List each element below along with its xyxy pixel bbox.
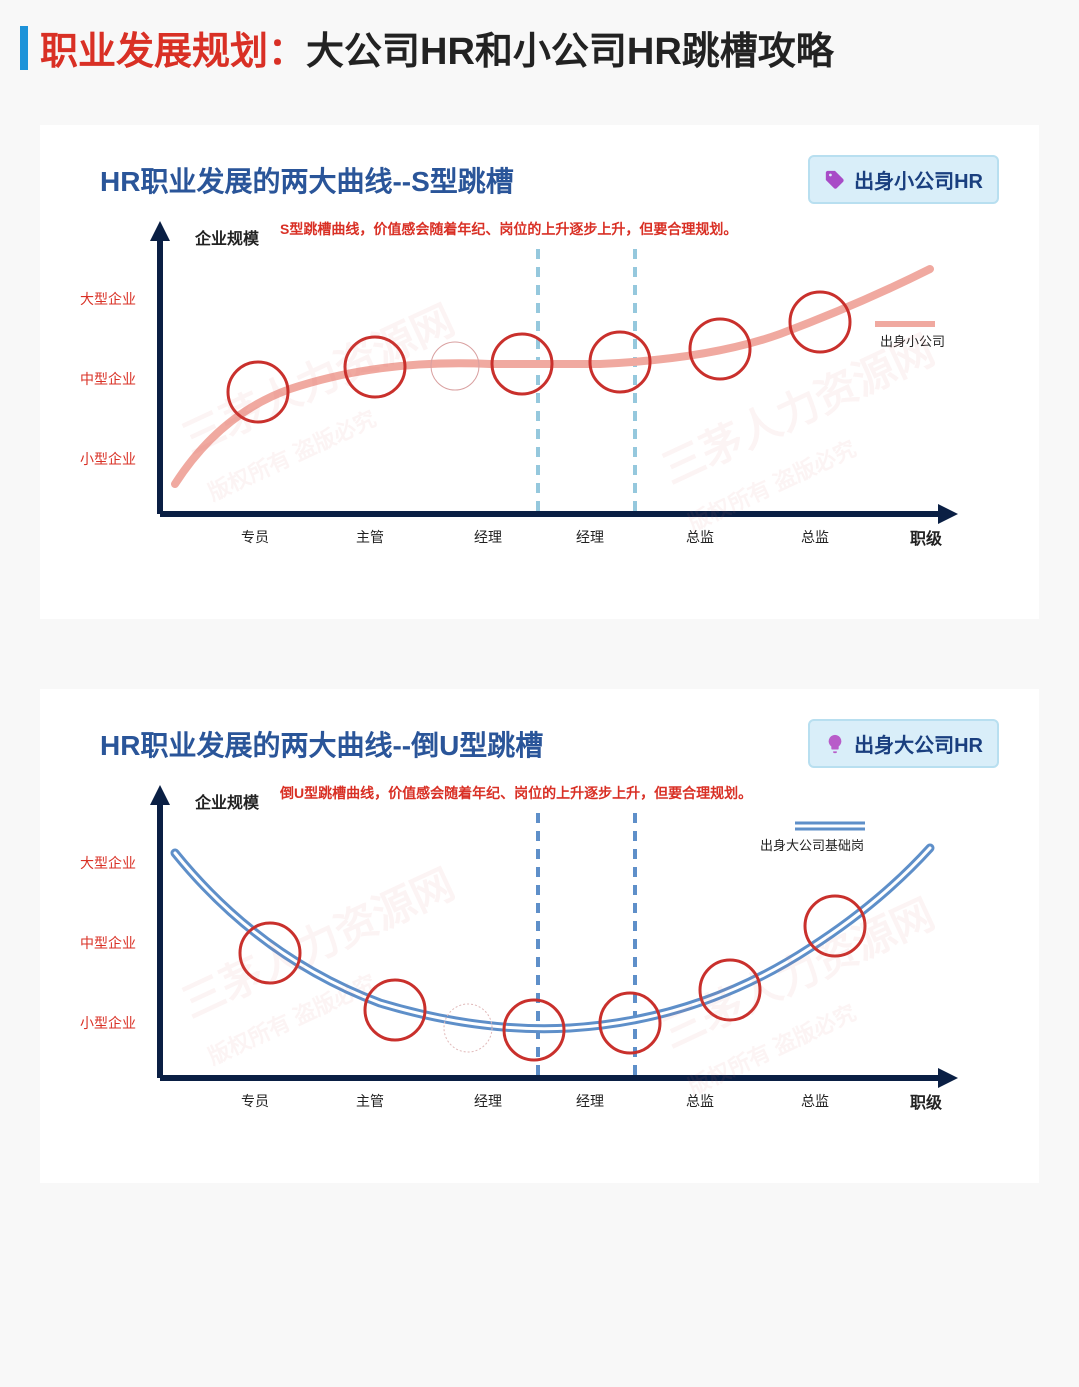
- title-suffix: 大公司HR和小公司HR跳槽攻略: [306, 20, 834, 75]
- chart1-title: HR职业发展的两大曲线--S型跳槽: [100, 160, 514, 200]
- title-accent-bar: [20, 26, 28, 70]
- svg-text:企业规模: 企业规模: [194, 229, 260, 248]
- svg-text:专员: 专员: [241, 1093, 269, 1109]
- chart2-badge-label: 出身大公司HR: [854, 729, 983, 758]
- svg-text:主管: 主管: [356, 1093, 384, 1109]
- svg-text:主管: 主管: [356, 529, 384, 545]
- chart1-body: 三茅人力资源网 版权所有 盗版必究 三茅人力资源网 版权所有 盗版必究 企业规模…: [60, 214, 1019, 579]
- chart2-title: HR职业发展的两大曲线--倒U型跳槽: [100, 724, 543, 764]
- svg-text:中型企业: 中型企业: [80, 371, 136, 387]
- tag-icon: [824, 169, 846, 191]
- svg-text:职级: 职级: [910, 1093, 943, 1112]
- title-prefix: 职业发展规划：: [40, 20, 306, 75]
- page-title-row: 职业发展规划： 大公司HR和小公司HR跳槽攻略: [10, 20, 1069, 75]
- chart2-badge: 出身大公司HR: [808, 719, 999, 768]
- svg-text:企业规模: 企业规模: [194, 793, 260, 812]
- svg-text:中型企业: 中型企业: [80, 935, 136, 951]
- svg-text:出身小公司: 出身小公司: [880, 334, 945, 349]
- chart1-svg: 企业规模职级 大型企业中型企业小型企业专员 主管 经理 经理 总监 总监 S型跳槽曲线，价值感…: [60, 214, 1020, 574]
- svg-text:小型企业: 小型企业: [80, 1015, 136, 1031]
- svg-text:经理: 经理: [474, 529, 502, 545]
- svg-text:总监: 总监: [801, 1093, 829, 1109]
- svg-text:专员: 专员: [241, 529, 269, 545]
- chart1-badge: 出身小公司HR: [808, 155, 999, 204]
- svg-text:出身大公司基础岗: 出身大公司基础岗: [760, 838, 864, 853]
- svg-text:小型企业: 小型企业: [80, 451, 136, 467]
- svg-text:大型企业: 大型企业: [80, 291, 136, 307]
- svg-text:S型跳槽曲线，价值感会随着年纪、岗位的上升逐步上升，但要合理: S型跳槽曲线，价值感会随着年纪、岗位的上升逐步上升，但要合理规划。: [280, 221, 737, 237]
- svg-text:倒U型跳槽曲线，价值感会随着年纪、岗位的上升逐步上升，但要合: 倒U型跳槽曲线，价值感会随着年纪、岗位的上升逐步上升，但要合理规划。: [279, 785, 752, 801]
- chart-panel-s-curve: HR职业发展的两大曲线--S型跳槽 出身小公司HR 三茅人力资源网 版权所有 盗…: [40, 125, 1039, 619]
- svg-text:职级: 职级: [910, 529, 943, 548]
- svg-text:大型企业: 大型企业: [80, 855, 136, 871]
- svg-text:经理: 经理: [474, 1093, 502, 1109]
- chart1-badge-label: 出身小公司HR: [854, 165, 983, 194]
- chart2-body: 三茅人力资源网 版权所有 盗版必究 三茅人力资源网 版权所有 盗版必究 企业规模…: [60, 778, 1019, 1143]
- chart2-svg: 企业规模职级 大型企业中型企业小型企业专员 主管 经理 经理 总监 总监 倒U型跳槽曲线，价值…: [60, 778, 1020, 1138]
- svg-text:总监: 总监: [801, 529, 829, 545]
- chart2-header: HR职业发展的两大曲线--倒U型跳槽 出身大公司HR: [60, 719, 1019, 768]
- chart-panel-u-curve: HR职业发展的两大曲线--倒U型跳槽 出身大公司HR 三茅人力资源网 版权所有 …: [40, 689, 1039, 1183]
- svg-text:经理: 经理: [576, 529, 604, 545]
- chart1-header: HR职业发展的两大曲线--S型跳槽 出身小公司HR: [60, 155, 1019, 204]
- svg-text:总监: 总监: [686, 529, 714, 545]
- svg-text:经理: 经理: [576, 1093, 604, 1109]
- bulb-icon: [824, 733, 846, 755]
- svg-text:总监: 总监: [686, 1093, 714, 1109]
